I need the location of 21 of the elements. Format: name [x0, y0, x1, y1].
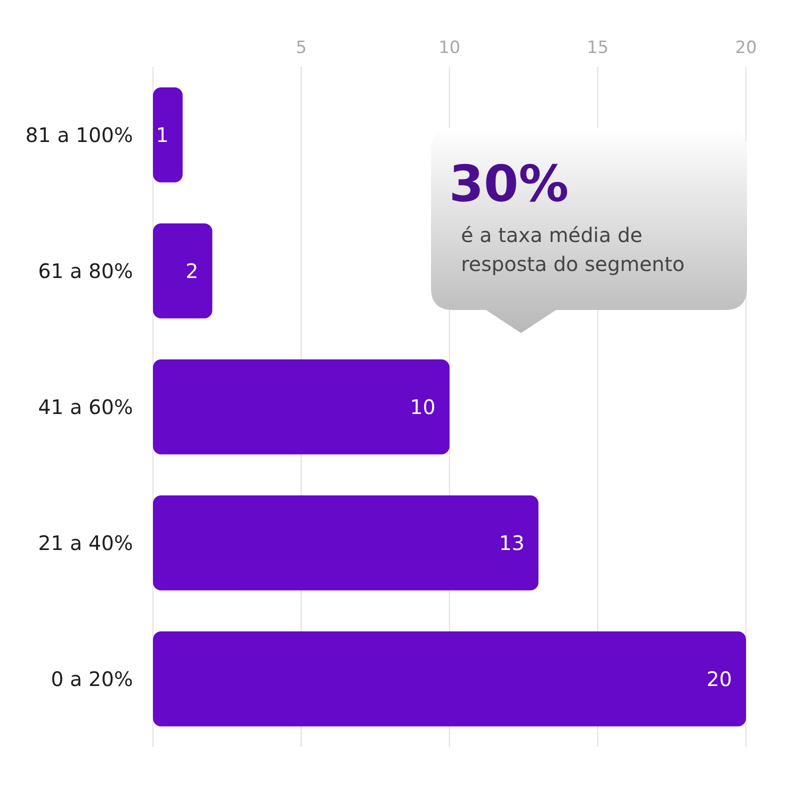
data-label: 1	[156, 123, 169, 147]
data-label: 2	[186, 259, 198, 283]
annotation: 30%	[449, 155, 569, 213]
data-label: 20	[706, 667, 732, 691]
x-tick-label: 10	[438, 38, 460, 58]
bar	[153, 631, 746, 726]
y-tick-label: 61 a 80%	[38, 259, 133, 284]
data-label: 13	[498, 531, 524, 555]
y-tick-label: 21 a 40%	[38, 531, 133, 556]
bar	[153, 359, 450, 454]
x-tick-label: 15	[586, 38, 609, 58]
y-tick-label: 0 a 20%	[50, 667, 133, 692]
data-label: 10	[410, 395, 436, 419]
annotation: é a taxa média de resposta do segmento	[461, 222, 686, 278]
x-tick-label: 20	[735, 38, 757, 58]
bar	[153, 223, 212, 318]
bar	[153, 87, 183, 182]
x-tick-label: 5	[296, 38, 307, 58]
bar	[153, 495, 538, 590]
y-tick-label: 81 a 100%	[25, 123, 133, 148]
y-tick-label: 41 a 60%	[38, 395, 133, 420]
